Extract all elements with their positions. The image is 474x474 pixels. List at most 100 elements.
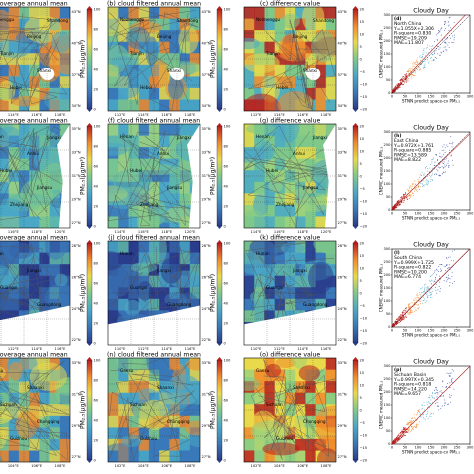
map-panel-title: (f) cloud filtered annual mean — [108, 118, 200, 125]
scatter-point — [408, 313, 410, 315]
scatter-y-label: CNEMC measured PM₂.₅ — [379, 263, 384, 312]
lon-tick-label: 114°E — [297, 347, 309, 351]
scatter-point — [444, 166, 446, 168]
province-boundary — [264, 367, 336, 439]
map-blob — [124, 299, 141, 316]
lon-tick-label: 114°E — [161, 347, 173, 351]
scatter-panel-letter: (p) — [394, 367, 402, 373]
map-cell — [189, 450, 200, 462]
map-cell — [244, 392, 255, 405]
scatter-point — [423, 402, 425, 404]
map-cell — [29, 241, 40, 254]
scatter-point — [444, 403, 446, 404]
map-frame — [107, 123, 201, 229]
place-label: Shanxi — [167, 68, 181, 73]
scatter-point — [423, 49, 425, 51]
colorbar-tick-label: 10 — [360, 32, 365, 36]
map-cell — [49, 404, 61, 417]
scatter-point — [398, 322, 400, 323]
map-cell — [148, 170, 160, 183]
scatter-point — [396, 322, 398, 324]
y-tick-label: 250 — [384, 26, 392, 30]
regression-line — [392, 133, 470, 210]
scatter-point — [437, 393, 439, 395]
place-label: Jiangxi — [26, 268, 41, 273]
scatter-point — [414, 70, 416, 72]
map-cell — [244, 64, 255, 77]
scatter-point — [451, 42, 453, 44]
scatter-point — [448, 17, 450, 19]
map-cell — [274, 310, 286, 323]
lon-tick-label: 114°E — [138, 113, 150, 117]
scatter-point — [421, 291, 422, 293]
scatter-point — [409, 67, 411, 69]
x-tick-label: 50 — [403, 212, 408, 216]
scatter-point — [426, 289, 428, 291]
map-cell — [108, 415, 119, 428]
place-label: Shandong — [313, 18, 334, 23]
colorbar-tick-label: −10 — [360, 82, 368, 86]
scatter-point — [446, 280, 448, 282]
scatter-point — [428, 396, 430, 398]
scatter-point — [408, 197, 410, 199]
map-cell — [148, 135, 160, 148]
colorbar-tick-label: 0 — [360, 291, 363, 295]
colorbar-tick-label: 80 — [224, 144, 229, 148]
scatter-point — [448, 41, 450, 43]
place-label: Jiangxi — [176, 135, 191, 140]
map-blob — [185, 358, 200, 371]
scatter-point — [431, 283, 433, 285]
scatter-point — [407, 78, 409, 80]
scatter-point — [423, 67, 425, 68]
lat-tick-label: 27°N — [338, 455, 347, 459]
scatter-point — [405, 310, 407, 312]
scatter-point — [428, 401, 430, 403]
scatter-point — [417, 179, 419, 181]
colorbar-tick-label: 0 — [224, 341, 227, 345]
scatter-point — [423, 51, 425, 53]
scatter-point — [433, 173, 435, 175]
scatter-point — [430, 294, 432, 295]
map-cell — [315, 87, 327, 100]
scatter-point — [415, 183, 417, 185]
scatter-point — [452, 141, 454, 143]
scatter-point — [445, 43, 447, 44]
scatter-point — [410, 420, 412, 422]
lat-tick-label: 29°N — [338, 198, 347, 202]
scatter-point — [409, 195, 411, 197]
map-cell — [189, 99, 200, 111]
map-cell — [29, 450, 40, 462]
place-label: Sichuan — [266, 402, 283, 407]
place-label: Hebei — [10, 85, 22, 90]
map-blob — [0, 9, 14, 42]
scatter-point — [453, 37, 455, 39]
scatter-point — [399, 204, 400, 206]
map-cell — [189, 18, 200, 31]
scatter-point — [398, 87, 400, 89]
scatter-point — [424, 409, 426, 411]
y-tick-label: 150 — [384, 52, 392, 56]
map-cell — [169, 193, 181, 206]
map-cell — [108, 381, 119, 394]
scatter-point — [423, 296, 424, 298]
map-cell — [189, 404, 200, 417]
scatter-point — [430, 288, 432, 290]
lon-tick-label: 116°E — [274, 230, 286, 234]
map-blob — [110, 56, 137, 69]
scatter-point — [428, 280, 430, 282]
map-cell — [148, 438, 160, 451]
scatter-point — [443, 50, 445, 52]
colorbar-tick-label: 80 — [94, 378, 99, 382]
colorbar-tick-label: −20 — [360, 458, 368, 462]
lon-tick-label: 118°E — [297, 230, 309, 234]
scatter-point — [432, 59, 434, 61]
map-cell — [39, 241, 51, 254]
scatter-point — [410, 310, 411, 312]
scatter-point — [407, 195, 409, 197]
map-cell — [118, 241, 129, 254]
map-cell — [108, 427, 119, 440]
map-cell — [254, 30, 265, 43]
